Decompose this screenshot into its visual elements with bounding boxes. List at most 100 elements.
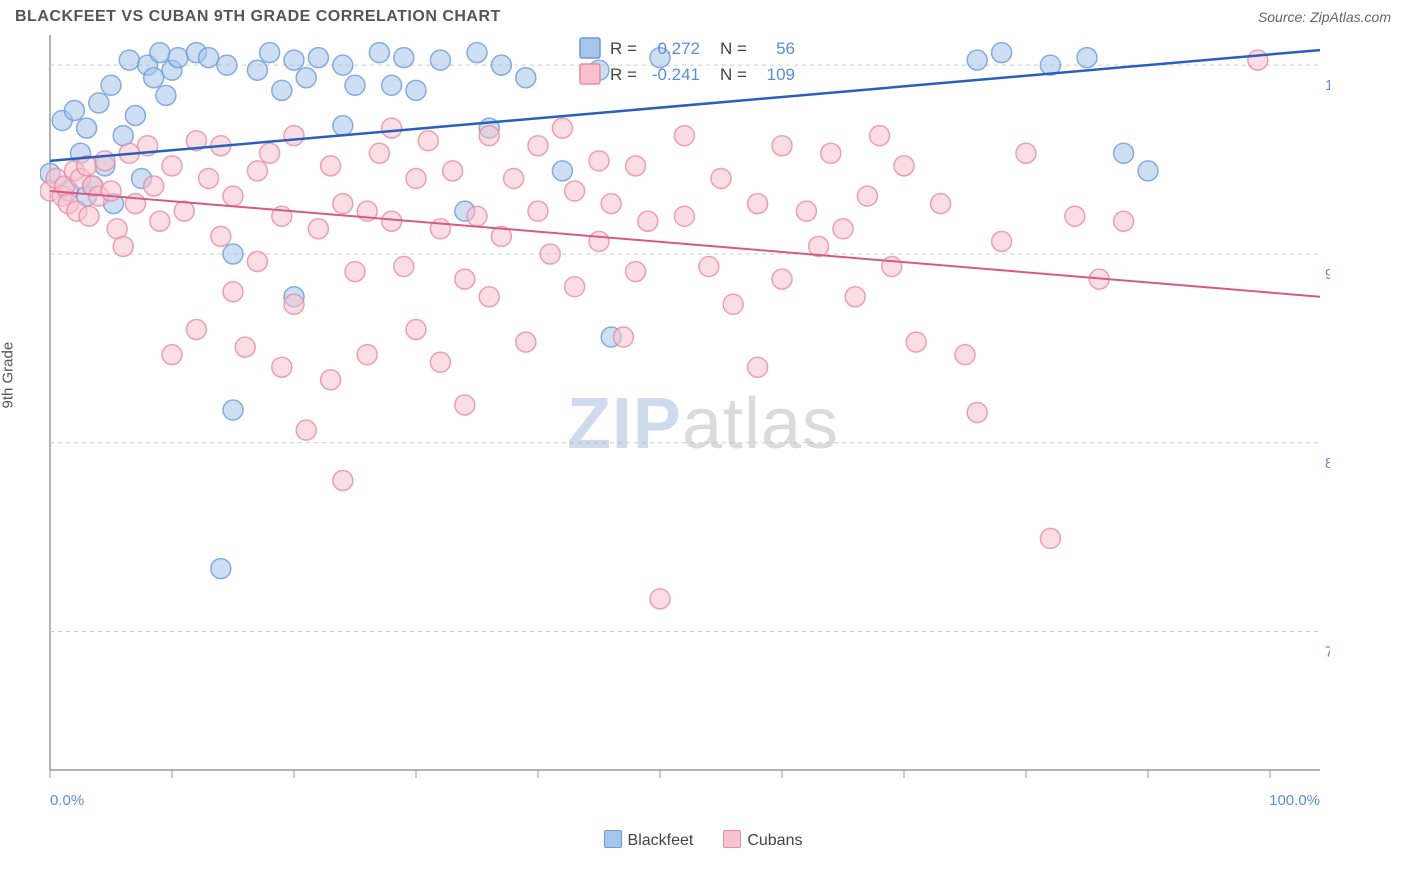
data-point [467,206,487,226]
data-point [382,211,402,231]
data-point [772,136,792,156]
svg-text:0.272: 0.272 [657,39,700,58]
data-point [626,262,646,282]
data-point [870,126,890,146]
data-point [967,403,987,423]
data-point [967,50,987,70]
data-point [1248,50,1268,70]
data-point [150,211,170,231]
data-point [992,231,1012,251]
data-point [589,151,609,171]
data-point [162,345,182,365]
data-point [809,236,829,256]
svg-text:100.0%: 100.0% [1325,77,1330,94]
svg-text:109: 109 [767,65,795,84]
data-point [199,48,219,68]
data-point [955,345,975,365]
data-point [211,559,231,579]
data-point [272,80,292,100]
data-point [455,395,475,415]
data-point [491,55,511,75]
data-point [79,206,99,226]
data-point [748,357,768,377]
data-point [674,206,694,226]
data-point [272,357,292,377]
data-point [247,161,267,181]
data-point [504,168,524,188]
data-point [211,226,231,246]
data-point [516,68,536,88]
data-point [821,143,841,163]
legend-item: Cubans [723,830,802,850]
data-point [308,48,328,68]
data-point [613,327,633,347]
data-point [699,257,719,277]
data-point [382,75,402,95]
scatter-plot: 100.0%92.5%85.0%77.5%0.0%100.0%R =0.272N… [40,30,1330,850]
data-point [1114,211,1134,231]
data-point [772,269,792,289]
data-point [1114,143,1134,163]
data-point [796,201,816,221]
data-point [894,156,914,176]
legend-swatch [723,830,741,848]
data-point [333,471,353,491]
data-point [418,131,438,151]
data-point [223,186,243,206]
data-point [650,589,670,609]
data-point [638,211,658,231]
data-point [516,332,536,352]
data-point [247,60,267,80]
data-point [95,151,115,171]
data-point [1040,528,1060,548]
legend-item: Blackfeet [604,830,694,850]
svg-text:-0.241: -0.241 [652,65,700,84]
data-point [150,43,170,63]
data-point [540,244,560,264]
data-point [589,231,609,251]
data-point [321,370,341,390]
data-point [992,43,1012,63]
svg-text:92.5%: 92.5% [1325,266,1330,283]
data-point [162,156,182,176]
data-point [528,136,548,156]
data-point [430,219,450,239]
data-point [711,168,731,188]
data-point [223,282,243,302]
data-point [906,332,926,352]
data-point [333,194,353,214]
data-point [223,400,243,420]
data-point [284,50,304,70]
data-point [674,126,694,146]
data-point [217,55,237,75]
data-point [1077,48,1097,68]
data-point [101,181,121,201]
data-point [119,50,139,70]
data-point [1016,143,1036,163]
data-point [260,143,280,163]
data-point [101,75,121,95]
chart-title: BLACKFEET VS CUBAN 9TH GRADE CORRELATION… [15,8,501,26]
data-point [565,277,585,297]
data-point [345,75,365,95]
data-point [144,176,164,196]
data-point [565,181,585,201]
svg-text:N =: N = [720,39,747,58]
data-point [552,161,572,181]
data-point [394,257,414,277]
data-point [144,68,164,88]
y-axis-label: 9th Grade [0,342,17,409]
data-point [333,55,353,75]
data-point [723,294,743,314]
data-point [321,156,341,176]
data-point [382,118,402,138]
chart-container: 9th Grade 100.0%92.5%85.0%77.5%0.0%100.0… [0,30,1406,850]
data-point [357,345,377,365]
svg-text:R =: R = [610,39,637,58]
data-point [156,85,176,105]
source-label: Source: ZipAtlas.com [1258,9,1391,25]
data-point [247,252,267,272]
svg-text:56: 56 [776,39,795,58]
data-point [443,161,463,181]
data-point [284,126,304,146]
